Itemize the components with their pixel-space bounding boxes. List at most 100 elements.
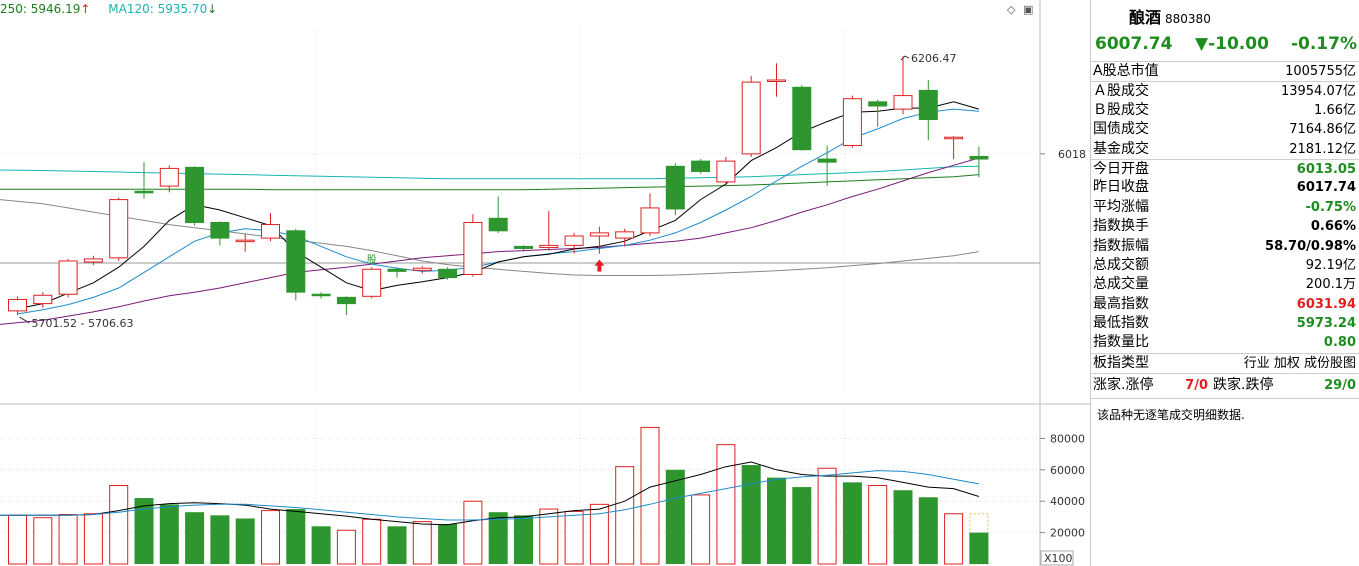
volume-bar: [438, 523, 458, 564]
stats-label: 板指类型: [1093, 354, 1149, 371]
stats-row: 总成交额 92.19亿: [1091, 256, 1359, 275]
stats-row: 昨日收盘 6017.74: [1091, 178, 1359, 197]
divider: [1091, 373, 1359, 374]
candle-body: [336, 296, 356, 305]
stats-table: A股总市值 1005755亿 Ａ股成交 13954.07亿 Ｂ股成交 1.66亿 国债成交 7…: [1091, 62, 1359, 372]
stats-label: 总成交额: [1093, 256, 1149, 273]
ma-legend: 250: 5946.19↑ MA120: 5935.70↓: [0, 2, 217, 16]
volume-bar: [716, 444, 736, 565]
volume-bar: [640, 426, 660, 565]
volume-bar: [463, 500, 483, 565]
stats-row: 指数振幅 58.70/0.98%: [1091, 237, 1359, 256]
stats-value: -0.75%: [1305, 199, 1357, 215]
stats-row: 基金成交 2181.12亿: [1091, 140, 1359, 159]
down-count-label: 跌家.跌停: [1213, 377, 1274, 393]
candle-body: [918, 89, 938, 121]
stats-label: 基金成交: [1093, 140, 1149, 157]
candle-body: [615, 231, 635, 239]
candle-body: [159, 167, 179, 187]
candle-body: [767, 79, 786, 82]
candle-body: [8, 298, 27, 312]
volume-bar: [918, 497, 938, 564]
volume-bar: [842, 482, 862, 564]
volume-ma10-line: [0, 470, 979, 521]
volume-bar: [539, 508, 559, 565]
candle-body: [286, 230, 306, 293]
kline-chart[interactable]: 20000 40000 60000 80000 6018 股 6206.47 5701.52 …: [0, 0, 1090, 566]
candle-body: [412, 267, 432, 271]
candle-body: [539, 244, 559, 248]
chart-area[interactable]: 20000 40000 60000 80000 6018 股 6206.47 5701.52 …: [0, 0, 1090, 566]
stats-label: 最高指数: [1093, 295, 1149, 312]
volume-bar: [109, 485, 129, 565]
stats-value: 行业 加权 成份股图: [1243, 355, 1356, 371]
stats-label: Ａ股成交: [1093, 83, 1149, 100]
volume-bar: [767, 477, 786, 564]
stats-row: 指数换手 0.66%: [1091, 217, 1359, 236]
volume-bar: [969, 532, 989, 564]
stats-value: 92.19亿: [1305, 257, 1356, 273]
ma120-label: MA120: 5935.70↓: [108, 2, 218, 16]
volume-bar: [362, 518, 382, 565]
volume-bar: [741, 465, 761, 564]
stats-row: 国债成交 7164.86亿: [1091, 120, 1359, 139]
diamond-icon[interactable]: ◇: [1007, 3, 1016, 16]
ma20-line: [0, 157, 980, 325]
candle-body: [185, 166, 205, 223]
volume-bar: [691, 494, 711, 565]
unit-box: [1040, 550, 1074, 566]
candle-body: [514, 245, 533, 249]
note-text: 该品种无逐笔成交明细数据.: [1097, 408, 1245, 422]
volume-tick-label: 20000: [1050, 527, 1085, 540]
volume-bar: [185, 512, 205, 564]
candle-body: [463, 221, 483, 275]
divider: [1091, 61, 1359, 62]
stats-label: 平均涨幅: [1093, 198, 1149, 215]
candle-body: [362, 268, 382, 297]
buy-arrow-icon: [594, 259, 605, 272]
volume-bar: [83, 513, 103, 565]
stats-row: 指数量比 0.80: [1091, 333, 1359, 352]
stats-row: 板指类型 行业 加权 成份股图: [1091, 352, 1359, 372]
stats-value: 2181.12亿: [1289, 141, 1356, 157]
volume-bar: [286, 509, 306, 564]
stats-value: 200.1万: [1305, 277, 1356, 293]
volume-bar: [210, 515, 230, 564]
stats-label: 指数换手: [1093, 218, 1149, 235]
candle-body: [83, 258, 103, 263]
candle-body: [58, 260, 78, 295]
high-pointer: [900, 55, 910, 61]
volume-bar: [564, 510, 584, 565]
ma250-label: 250: 5946.19↑: [0, 2, 91, 16]
stats-value: 6017.74: [1296, 180, 1356, 196]
candle-body: [665, 165, 685, 210]
candle-body: [438, 268, 458, 279]
up-count-value: 7/0: [1185, 378, 1208, 393]
index-name: 酿酒: [1129, 8, 1162, 27]
ma120-line: [0, 165, 979, 180]
volume-bar: [615, 466, 635, 565]
high-label: 6206.47: [911, 52, 957, 65]
up-count-label: 涨家.涨停: [1093, 377, 1154, 393]
price-tick-label: 6018: [1058, 148, 1086, 161]
candle-body: [261, 224, 280, 239]
candle-body: [33, 294, 53, 305]
stats-row: 最高指数 6031.94: [1091, 295, 1359, 314]
low-pointer: [19, 316, 30, 324]
volume-bar: [893, 490, 913, 564]
volume-bar: [944, 513, 964, 565]
candle-body: [564, 235, 584, 246]
volume-bar: [58, 514, 78, 565]
breadth-row: 涨家.涨停 7/0 跌家.跌停 29/0: [1091, 376, 1359, 395]
volume-bar: [488, 512, 508, 564]
stats-label: 国债成交: [1093, 121, 1149, 138]
stats-label: 最低指数: [1093, 315, 1149, 332]
stats-label: Ｂ股成交: [1093, 101, 1149, 118]
current-price: 6007.74: [1095, 34, 1173, 54]
low-label: 5701.52 - 5706.63: [32, 317, 134, 330]
stats-label: 指数量比: [1093, 334, 1149, 351]
stats-value: 6031.94: [1296, 296, 1356, 312]
stats-label: A股总市值: [1093, 63, 1159, 79]
window-icon[interactable]: ▣: [1022, 3, 1034, 16]
candle-body: [741, 81, 761, 155]
